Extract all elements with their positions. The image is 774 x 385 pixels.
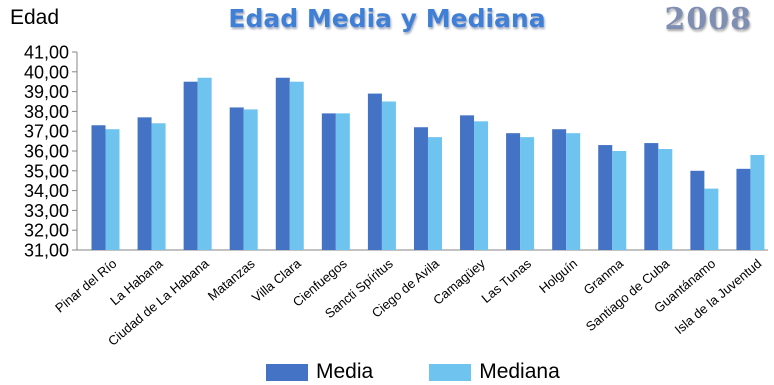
x-tick-label: Las Tunas xyxy=(478,255,534,305)
bar-mediana-0 xyxy=(105,129,120,250)
bar-mediana-10 xyxy=(566,133,581,250)
x-tick-label: Holguín xyxy=(536,256,580,296)
bar-media-12 xyxy=(644,143,659,250)
bar-media-9 xyxy=(506,133,521,250)
legend-label-mediana: Mediana xyxy=(479,360,560,383)
bar-media-10 xyxy=(552,129,567,250)
year-label: 2008 xyxy=(664,2,752,37)
bar-mediana-7 xyxy=(427,137,442,250)
bar-media-0 xyxy=(91,125,106,250)
bar-mediana-14 xyxy=(750,154,765,250)
bar-media-6 xyxy=(367,93,382,250)
legend-label-media: Media xyxy=(316,360,374,383)
x-tick-label: Camagüey xyxy=(430,255,488,307)
y-tick-label: 41,00 xyxy=(24,43,69,63)
legend-item-media: Media xyxy=(266,360,373,384)
bar-mediana-12 xyxy=(658,149,673,250)
y-tick-label: 39,00 xyxy=(24,82,69,102)
bar-mediana-5 xyxy=(335,113,350,250)
y-tick-label: 31,00 xyxy=(24,241,69,261)
x-tick-label: Pinar del Río xyxy=(52,256,119,316)
legend-swatch-media xyxy=(266,363,308,381)
bar-media-3 xyxy=(229,107,244,250)
legend-item-mediana: Mediana xyxy=(429,360,560,384)
y-tick-label: 35,00 xyxy=(24,161,69,181)
bar-media-4 xyxy=(275,77,290,251)
chart-title: Edad Media y Mediana xyxy=(228,4,546,33)
y-tick-label: 40,00 xyxy=(24,62,69,82)
x-tick-label: Isla de la Juventud xyxy=(672,256,765,337)
y-tick-label: 37,00 xyxy=(24,122,69,142)
bar-mediana-2 xyxy=(197,77,212,251)
legend: Media Mediana xyxy=(266,360,616,384)
bar-media-11 xyxy=(598,145,613,250)
y-tick-label: 33,00 xyxy=(24,201,69,221)
bar-media-8 xyxy=(460,115,475,250)
bar-mediana-4 xyxy=(289,81,304,250)
bar-mediana-9 xyxy=(520,137,535,250)
y-tick-label: 34,00 xyxy=(24,181,69,201)
bar-media-14 xyxy=(736,168,751,250)
bar-mediana-6 xyxy=(381,101,396,250)
y-axis-title: Edad xyxy=(10,6,60,29)
bar-media-1 xyxy=(137,117,152,250)
y-tick-label: 36,00 xyxy=(24,142,69,162)
bar-media-5 xyxy=(321,113,336,250)
bar-mediana-3 xyxy=(243,109,258,250)
bar-mediana-11 xyxy=(612,151,627,250)
y-tick-label: 32,00 xyxy=(24,221,69,241)
bar-media-7 xyxy=(413,127,428,250)
bar-media-2 xyxy=(183,81,198,250)
bar-mediana-8 xyxy=(474,121,489,250)
bar-media-13 xyxy=(690,170,705,250)
legend-swatch-mediana xyxy=(429,363,472,381)
x-tick-label: Santiago de Cuba xyxy=(583,255,673,334)
bar-mediana-1 xyxy=(151,123,166,250)
bar-mediana-13 xyxy=(704,188,719,250)
y-tick-label: 38,00 xyxy=(24,102,69,122)
